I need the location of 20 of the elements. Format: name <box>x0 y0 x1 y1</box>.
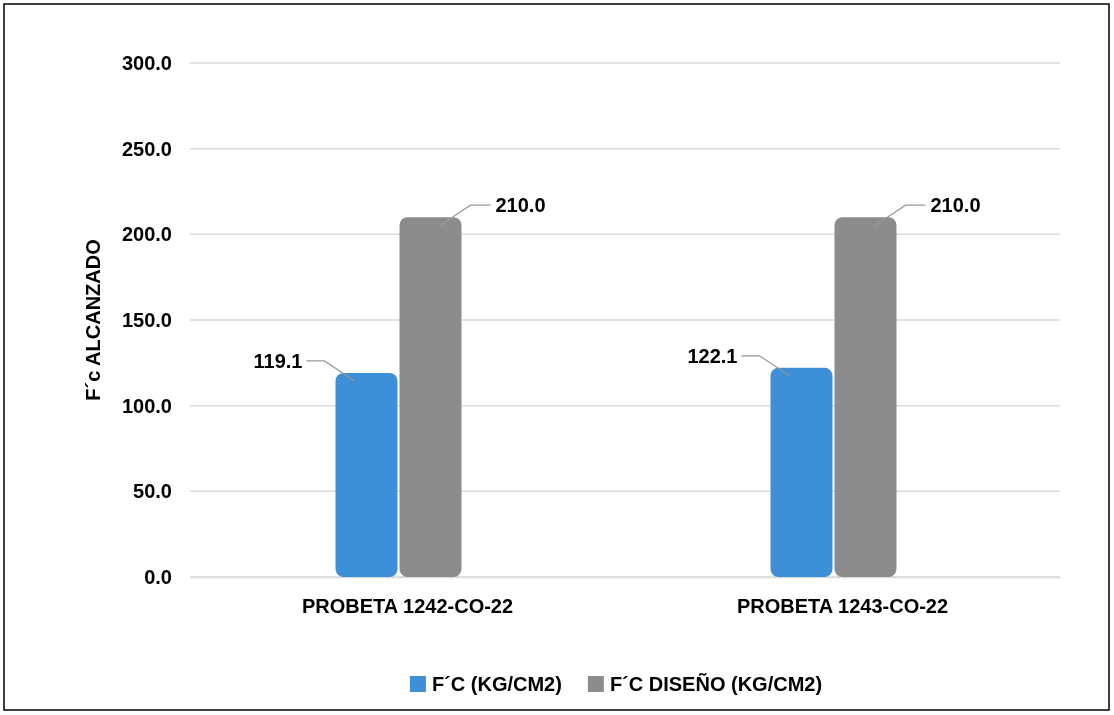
data-label: 119.1 <box>253 349 303 372</box>
bar <box>399 217 462 577</box>
x-tick-label: PROBETA 1242-CO-22 <box>301 595 514 618</box>
y-tick-label: 300.0 <box>121 51 172 74</box>
bar <box>335 372 398 577</box>
bar <box>770 367 833 577</box>
y-tick-label: 200.0 <box>121 223 172 246</box>
y-axis-title: F´c ALCANZADO <box>82 239 104 401</box>
y-tick-label: 150.0 <box>121 308 172 331</box>
y-tick-label: 250.0 <box>121 137 172 160</box>
legend-label: F´C DISEÑO (KG/CM2) <box>609 673 823 695</box>
y-tick-label: 100.0 <box>121 394 172 417</box>
legend-label: F´C (KG/CM2) <box>431 673 562 695</box>
y-tick-label: 0.0 <box>144 565 172 588</box>
y-tick-label: 50.0 <box>133 480 172 503</box>
x-tick-label: PROBETA 1243-CO-22 <box>736 595 949 618</box>
data-label: 122.1 <box>687 344 738 367</box>
bar <box>834 217 897 577</box>
data-label: 210.0 <box>495 194 546 217</box>
data-label: 210.0 <box>930 194 981 217</box>
